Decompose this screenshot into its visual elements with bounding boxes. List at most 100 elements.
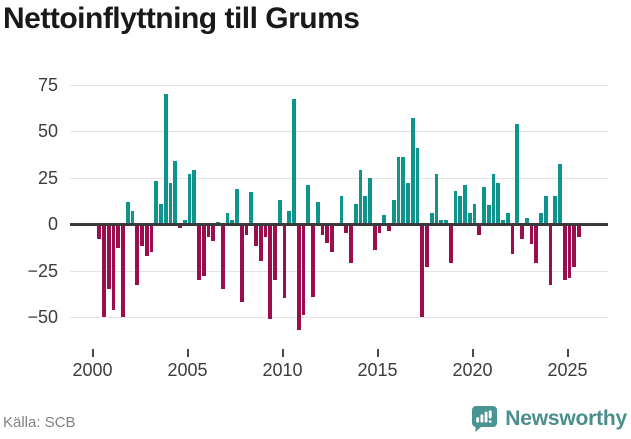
bar-negative xyxy=(311,224,315,297)
x-axis-tick-mark xyxy=(376,349,379,357)
bar-positive xyxy=(382,214,387,224)
bar-positive xyxy=(458,196,463,224)
bar-positive xyxy=(486,205,491,224)
gridline xyxy=(70,84,608,86)
gridline xyxy=(70,317,608,318)
bar-negative xyxy=(254,224,258,247)
bar-negative xyxy=(282,224,287,299)
newsworthy-logo: Newsworthy xyxy=(471,404,627,434)
zero-axis-line xyxy=(70,222,608,226)
bar-negative xyxy=(301,224,306,316)
bar-negative xyxy=(149,224,154,252)
bar-negative xyxy=(97,224,102,239)
bar-positive xyxy=(467,212,472,224)
bar-positive xyxy=(130,210,135,224)
bar-positive xyxy=(406,183,410,224)
bar-positive xyxy=(410,117,415,224)
bar-positive xyxy=(315,201,320,224)
bar-negative xyxy=(567,224,572,278)
bar-positive xyxy=(235,188,239,224)
bar-positive xyxy=(429,212,434,224)
bar-positive xyxy=(187,173,192,224)
bar-negative xyxy=(178,224,182,228)
bar-positive xyxy=(249,192,254,224)
bar-positive xyxy=(482,186,486,224)
bar-negative xyxy=(562,224,567,280)
bar-negative xyxy=(258,224,263,262)
bar-negative xyxy=(349,224,353,264)
bar-negative xyxy=(320,224,325,236)
gridline xyxy=(70,270,608,272)
bar-positive xyxy=(159,203,163,224)
bar-negative xyxy=(572,224,577,267)
x-axis-tick-label: 2010 xyxy=(262,360,303,380)
newsworthy-wordmark: Newsworthy xyxy=(505,407,627,430)
x-axis-tick-label: 2020 xyxy=(452,360,493,380)
x-axis-tick-label: 2005 xyxy=(167,360,208,380)
bar-negative xyxy=(201,224,206,277)
bar-negative xyxy=(263,224,268,238)
bar-negative xyxy=(520,224,524,239)
x-axis-tick-mark xyxy=(566,349,569,357)
x-axis-tick-label: 2000 xyxy=(72,360,113,380)
bar-negative xyxy=(548,224,553,286)
bar-positive xyxy=(225,212,230,224)
bar-positive xyxy=(553,196,558,224)
bar-negative xyxy=(420,224,425,317)
bar-positive xyxy=(353,203,358,224)
bar-negative xyxy=(273,224,277,280)
y-axis-tick-label: −25 xyxy=(27,260,58,281)
bar-positive xyxy=(496,183,501,224)
gridline xyxy=(70,131,608,132)
bar-positive xyxy=(391,199,396,224)
bar-positive xyxy=(401,157,406,224)
bar-negative xyxy=(206,224,211,238)
bar-negative xyxy=(220,224,225,290)
chart-title: Nettoinflyttning till Grums xyxy=(3,2,360,35)
bar-negative xyxy=(296,224,301,331)
x-axis-tick-label: 2025 xyxy=(547,360,588,380)
bar-negative xyxy=(377,224,382,234)
bar-positive xyxy=(415,147,420,224)
bar-negative xyxy=(448,224,453,264)
bar-positive xyxy=(306,184,311,224)
bar-positive xyxy=(434,173,439,224)
bar-positive xyxy=(182,220,187,224)
bar-negative xyxy=(330,224,334,252)
bar-negative xyxy=(106,224,111,290)
bar-negative xyxy=(372,224,377,251)
y-axis-tick-label: −50 xyxy=(27,307,58,327)
bar-positive xyxy=(501,220,505,224)
bar-positive xyxy=(463,184,467,224)
x-axis-tick-mark xyxy=(91,349,94,357)
bar-positive xyxy=(439,220,444,224)
bar-positive xyxy=(515,123,520,224)
bar-negative xyxy=(534,224,539,264)
bar-positive xyxy=(524,218,529,224)
bar-negative xyxy=(325,224,330,243)
bar-negative xyxy=(116,224,121,249)
bar-negative xyxy=(144,224,149,256)
gridline xyxy=(70,177,608,179)
bar-positive xyxy=(287,210,292,224)
bar-negative xyxy=(529,224,534,245)
bar-negative xyxy=(211,224,216,241)
bar-negative xyxy=(577,224,581,238)
bar-negative xyxy=(268,224,273,319)
x-axis-tick-mark xyxy=(471,349,474,357)
bar-negative xyxy=(111,224,116,310)
x-axis-tick-label: 2015 xyxy=(357,360,398,380)
bar-negative xyxy=(477,224,482,236)
bar-negative xyxy=(387,224,391,232)
bar-positive xyxy=(472,203,477,224)
bar-negative xyxy=(425,224,429,267)
bar-positive xyxy=(363,196,368,224)
plot-area: 75 50 25 0 −25 −50 2000 2005 2010 2015 2020 2025 xyxy=(27,74,608,380)
y-axis-tick-label: 75 xyxy=(37,74,58,95)
bar-positive xyxy=(230,220,235,224)
x-axis-tick-mark xyxy=(186,349,189,357)
bar-negative xyxy=(197,224,201,280)
bar-positive xyxy=(163,93,168,224)
bar-positive xyxy=(453,190,458,224)
